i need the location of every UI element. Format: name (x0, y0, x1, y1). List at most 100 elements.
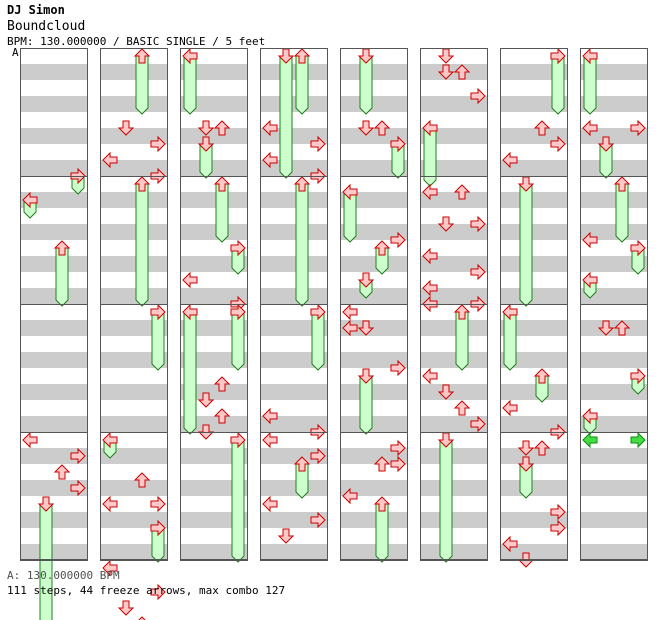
beat-stripe (500, 480, 568, 496)
arrow-left (502, 535, 518, 553)
arrow-up (613, 176, 631, 192)
beat-stripe (420, 480, 488, 496)
arrow-left (342, 487, 358, 505)
bpm-change-legend: A: 130.000000 BPM (7, 569, 120, 582)
beat-stripe (180, 416, 248, 432)
beat-stripe (100, 416, 168, 432)
beat-stripe (580, 384, 648, 400)
beat-stripe (420, 160, 488, 176)
arrow-up (453, 304, 471, 320)
freeze-tail (135, 55, 149, 115)
freeze-tail (231, 311, 245, 371)
beat-stripe (420, 128, 488, 144)
arrow-up (53, 464, 71, 480)
arrow-up (293, 48, 311, 64)
beat-stripe (100, 448, 168, 464)
beat-stripe (260, 416, 328, 432)
arrow-right (630, 431, 646, 449)
beat-stripe (180, 160, 248, 176)
arrow-right (70, 447, 86, 465)
beat-stripe (340, 544, 408, 560)
arrow-up (53, 240, 71, 256)
arrow-down (117, 120, 135, 136)
freeze-tail (183, 55, 197, 115)
beat-stripe (420, 416, 488, 432)
arrow-right (630, 119, 646, 137)
arrow-up (453, 64, 471, 80)
arrow-up (533, 440, 551, 456)
beat-stripe (260, 448, 328, 464)
beat-stripe (420, 224, 488, 240)
freeze-tail (439, 439, 453, 563)
beat-stripe (260, 64, 328, 80)
arrow-down (597, 136, 615, 152)
beat-stripe (340, 416, 408, 432)
arrow-left (582, 119, 598, 137)
freeze-tail (135, 183, 149, 307)
beat-stripe (580, 224, 648, 240)
beat-stripe (420, 320, 488, 336)
step-arrows (22, 47, 646, 620)
arrow-up (213, 120, 231, 136)
beat-stripe (420, 256, 488, 272)
beat-stripe (500, 128, 568, 144)
chart-stats: 111 steps, 44 freeze arrows, max combo 1… (7, 584, 286, 597)
beat-stripe (260, 224, 328, 240)
beat-stripe (20, 128, 88, 144)
arrow-left (262, 407, 278, 425)
beat-stripe (260, 256, 328, 272)
beat-stripe (260, 160, 328, 176)
arrow-up (373, 240, 391, 256)
beat-stripe (260, 96, 328, 112)
arrow-right (310, 511, 326, 529)
arrow-right (70, 479, 86, 497)
arrow-up (373, 120, 391, 136)
arrow-left (182, 303, 198, 321)
arrow-left (502, 303, 518, 321)
beat-stripe (500, 256, 568, 272)
freeze-tail (215, 183, 229, 243)
beat-stripe (260, 128, 328, 144)
column-frame (100, 48, 168, 560)
arrow-right (470, 215, 486, 233)
arrow-right (310, 135, 326, 153)
arrow-right (390, 439, 406, 457)
arrow-left (262, 119, 278, 137)
arrow-left (582, 47, 598, 65)
arrow-up (293, 456, 311, 472)
beat-stripe (340, 352, 408, 368)
arrow-left (262, 151, 278, 169)
freeze-tail (311, 311, 325, 371)
arrow-left (422, 183, 438, 201)
arrow-left (502, 399, 518, 417)
arrow-up (293, 176, 311, 192)
beat-stripe (580, 512, 648, 528)
bpm-change-marker: A (12, 46, 19, 59)
arrow-left (22, 191, 38, 209)
beat-stripe (580, 160, 648, 176)
arrow-down (197, 392, 215, 408)
arrow-right (630, 367, 646, 385)
arrow-left (422, 367, 438, 385)
beat-stripe (180, 352, 248, 368)
column-frame (260, 48, 328, 560)
arrow-right (630, 239, 646, 257)
beat-stripe (500, 96, 568, 112)
beat-stripe (420, 512, 488, 528)
arrow-up (213, 408, 231, 424)
column-frame (20, 48, 88, 560)
beat-stripe (580, 544, 648, 560)
arrow-up (213, 176, 231, 192)
beat-stripe (20, 480, 88, 496)
arrow-right (550, 519, 566, 537)
arrow-right (150, 303, 166, 321)
beat-stripe (500, 512, 568, 528)
beat-stripe (500, 384, 568, 400)
beat-stripe (20, 352, 88, 368)
arrow-left (342, 183, 358, 201)
beat-stripe (580, 480, 648, 496)
arrow-left (102, 431, 118, 449)
beat-stripe (500, 64, 568, 80)
freeze-tail (231, 439, 245, 563)
beat-stripe (340, 320, 408, 336)
